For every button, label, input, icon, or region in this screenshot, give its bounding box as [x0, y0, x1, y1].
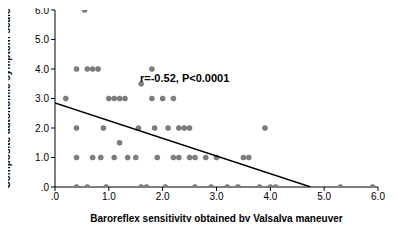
svg-text:3.0: 3.0: [210, 191, 224, 202]
html-text:r=-0.52, P<0.0001: r=-0.52, P<0.0001: [140, 72, 230, 84]
svg-text:2.0: 2.0: [156, 191, 170, 202]
svg-text:1.0: 1.0: [102, 191, 116, 202]
svg-text:Baroreflex sensitivity obtaine: Baroreflex sensitivity obtained by Valsa…: [90, 213, 342, 222]
svg-text:3.0: 3.0: [35, 93, 49, 104]
svg-text:6.0: 6.0: [35, 8, 49, 16]
svg-text:2.0: 2.0: [35, 123, 49, 134]
svg-text:1.0: 1.0: [35, 152, 49, 163]
svg-text:5.0: 5.0: [35, 34, 49, 45]
svg-text:5.0: 5.0: [317, 191, 331, 202]
svg-text:.0: .0: [41, 182, 50, 193]
svg-text:.0: .0: [51, 191, 60, 202]
svg-text:Composite autonomic symptom sc: Composite autonomic symptom scale: [8, 8, 12, 188]
svg-text:4.0: 4.0: [263, 191, 277, 202]
svg-text:6.0: 6.0: [371, 191, 385, 202]
svg-text:4.0: 4.0: [35, 64, 49, 75]
